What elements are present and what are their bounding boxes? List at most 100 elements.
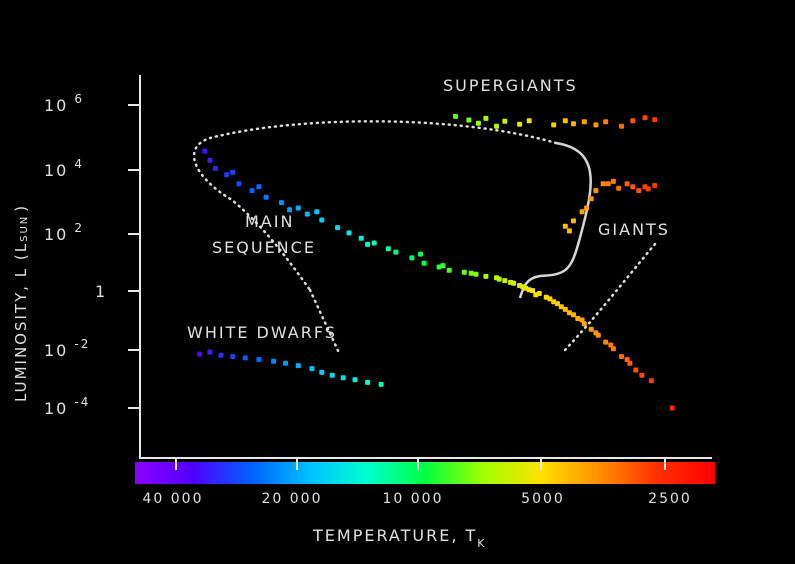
main-sequence-star-point [473, 271, 479, 277]
white-dwarfs-star-point [271, 358, 277, 364]
main-sequence-star-point [440, 263, 446, 269]
x-tick-label: 40 000 [143, 491, 204, 507]
main-sequence-star-point [236, 181, 242, 187]
main-sequence-star-point [603, 339, 609, 345]
giants-star-point [566, 228, 572, 234]
main-sequence-star-point [212, 166, 218, 171]
supergiants-star-point [581, 119, 587, 125]
supergiants-star-point [502, 118, 508, 124]
giants-star-point [571, 218, 576, 224]
y-tick-label: 10 -4 [44, 395, 90, 418]
main-sequence-label-line2: SEQUENCE [212, 238, 316, 257]
white-dwarfs-star-point [256, 357, 262, 362]
supergiants-star-point [652, 117, 658, 123]
main-sequence-star-point [624, 357, 630, 362]
giants-branch-line [518, 141, 592, 299]
main-sequence-star-point [610, 346, 616, 352]
main-sequence-star-point [335, 225, 341, 231]
white-dwarfs-star-point [329, 372, 335, 378]
giants-star-point [562, 223, 568, 229]
main-sequence-star-point [230, 169, 236, 175]
main-sequence-label-line1: MAIN [245, 212, 294, 231]
giants-star-point [579, 209, 585, 215]
supergiants-star-point [453, 113, 458, 119]
supergiants-label: SUPERGIANTS [443, 76, 578, 95]
y-ticks: 10 6 10 4 10 2 1 10 -2 10 -4 [44, 92, 140, 418]
main-sequence-star-point [562, 306, 568, 312]
giants-star-point [600, 181, 606, 187]
main-sequence-star-point [633, 367, 639, 373]
y-axis-title: LUMINOSITY, L (LSUN) [12, 204, 30, 402]
x-tick-label: 10 000 [383, 491, 444, 507]
giants-label: GIANTS [598, 220, 670, 239]
main-sequence-star-point [393, 249, 399, 255]
main-sequence-star-point [581, 321, 587, 327]
main-sequence-star-point [547, 296, 553, 302]
giants-star-point [610, 178, 616, 184]
giants-star-point [630, 184, 636, 190]
main-sequence-star-point [314, 209, 320, 215]
main-sequence-star-point [207, 157, 213, 163]
main-sequence-star-point [371, 240, 377, 246]
main-sequence-star-point [224, 172, 230, 178]
main-sequence-star-point [551, 299, 557, 305]
main-sequence-star-point [263, 194, 269, 200]
supergiants-star-point [630, 118, 636, 124]
supergiants-star-point [466, 117, 472, 123]
white-dwarfs-star-point [218, 352, 224, 358]
supergiants-star-point [642, 115, 648, 121]
main-sequence-star-point [418, 251, 423, 257]
supergiants-star-point [526, 118, 532, 124]
supergiants-star-point [551, 122, 557, 128]
main-sequence-star-point [287, 207, 293, 213]
main-sequence-star-point [593, 330, 599, 336]
main-sequence-star-point [358, 235, 364, 241]
main-sequence-star-point [558, 304, 564, 310]
main-sequence-star-point [304, 211, 310, 217]
x-ticks: 40 000 20 000 10 000 5000 2500 [143, 458, 692, 507]
main-sequence-star-point [249, 188, 255, 194]
main-sequence-star-point [648, 378, 654, 384]
main-sequence-star-point [619, 354, 624, 359]
white-dwarfs-star-point [352, 377, 358, 383]
main-sequence-star-point [566, 310, 572, 316]
main-sequence-star-point [608, 342, 614, 348]
giants-star-point [652, 183, 658, 188]
white-dwarfs-star-point [283, 360, 288, 366]
white-dwarfs-star-point [365, 379, 371, 385]
giants-star-point [636, 188, 642, 194]
y-tick-label: 10 2 [44, 221, 84, 244]
white-dwarfs-label: WHITE DWARFS [187, 323, 337, 342]
main-sequence-star-point [639, 372, 645, 378]
main-sequence-star-point [295, 205, 301, 211]
main-sequence-star-point [669, 405, 675, 411]
giants-star-point [593, 188, 599, 194]
giants-star-point [588, 196, 594, 202]
main-sequence-star-point [555, 301, 560, 307]
main-sequence-star-point [468, 270, 474, 276]
main-sequence-star-point [502, 278, 508, 284]
main-sequence-star-point [365, 241, 371, 247]
main-sequence-star-point [436, 264, 442, 270]
giants-pointer [563, 242, 657, 352]
supergiants-star-point [562, 118, 568, 124]
main-sequence-star-point [409, 255, 415, 261]
main-sequence-pointer [308, 288, 342, 357]
supergiants-star-point [603, 119, 609, 125]
y-tick-label: 10 -2 [44, 337, 90, 360]
supergiants-star-point [517, 121, 523, 127]
main-sequence-star-point [520, 284, 526, 290]
y-tick-label: 10 4 [44, 157, 84, 180]
x-tick-label: 2500 [648, 491, 692, 507]
x-tick-label: 5000 [521, 491, 565, 507]
white-dwarfs-star-point [319, 369, 325, 375]
temperature-color-bar [135, 462, 715, 484]
main-sequence-star-point [256, 184, 262, 190]
white-dwarfs-star-point [230, 354, 236, 359]
main-sequence-star-point [579, 317, 585, 323]
y-tick-label: 10 6 [44, 92, 84, 115]
main-sequence-star-point [575, 316, 581, 321]
giants-star-point [645, 186, 651, 192]
white-dwarfs-star-point [295, 363, 301, 369]
